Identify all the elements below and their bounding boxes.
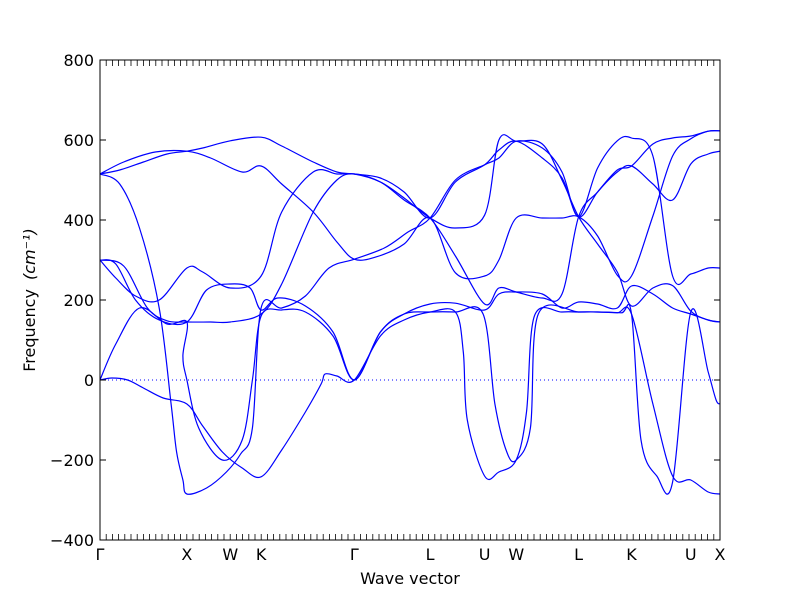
series-layer <box>100 129 720 495</box>
y-tick-label: 800 <box>63 51 94 70</box>
x-tick-label: L <box>426 545 435 564</box>
y-axis-label: Frequency (cm⁻¹) <box>20 228 39 371</box>
band-line-7 <box>100 306 720 495</box>
y-tick-label: 0 <box>84 371 94 390</box>
y-tick-label: −400 <box>50 531 94 550</box>
x-tick-label: W <box>508 545 524 564</box>
band-line-3 <box>100 135 720 495</box>
x-tick-label: X <box>715 545 726 564</box>
y-axis-label-text: Frequency <box>20 289 39 372</box>
x-tick-label: W <box>222 545 238 564</box>
band-line-4 <box>100 134 720 324</box>
x-tick-label: X <box>181 545 192 564</box>
x-tick-label: L <box>574 545 583 564</box>
y-tick-label: 600 <box>63 131 94 150</box>
band-line-6 <box>100 259 720 381</box>
plot-frame <box>99 59 721 541</box>
x-tick-label: K <box>256 545 267 564</box>
band-line-1 <box>100 136 720 219</box>
x-tick-label: K <box>626 545 637 564</box>
y-tick-label: 200 <box>63 291 94 310</box>
y-axis-label-unit: (cm⁻¹) <box>20 228 39 280</box>
y-tick-label: 400 <box>63 211 94 230</box>
x-tick-label: U <box>479 545 491 564</box>
x-axis-label: Wave vector <box>360 569 460 588</box>
band-line-5 <box>100 130 720 306</box>
band-line-8 <box>100 303 720 495</box>
x-tick-label: Γ <box>96 545 105 564</box>
x-tick-label: U <box>685 545 697 564</box>
y-tick-label: −200 <box>50 451 94 470</box>
band-line-2 <box>100 129 720 283</box>
x-tick-label: Γ <box>350 545 359 564</box>
